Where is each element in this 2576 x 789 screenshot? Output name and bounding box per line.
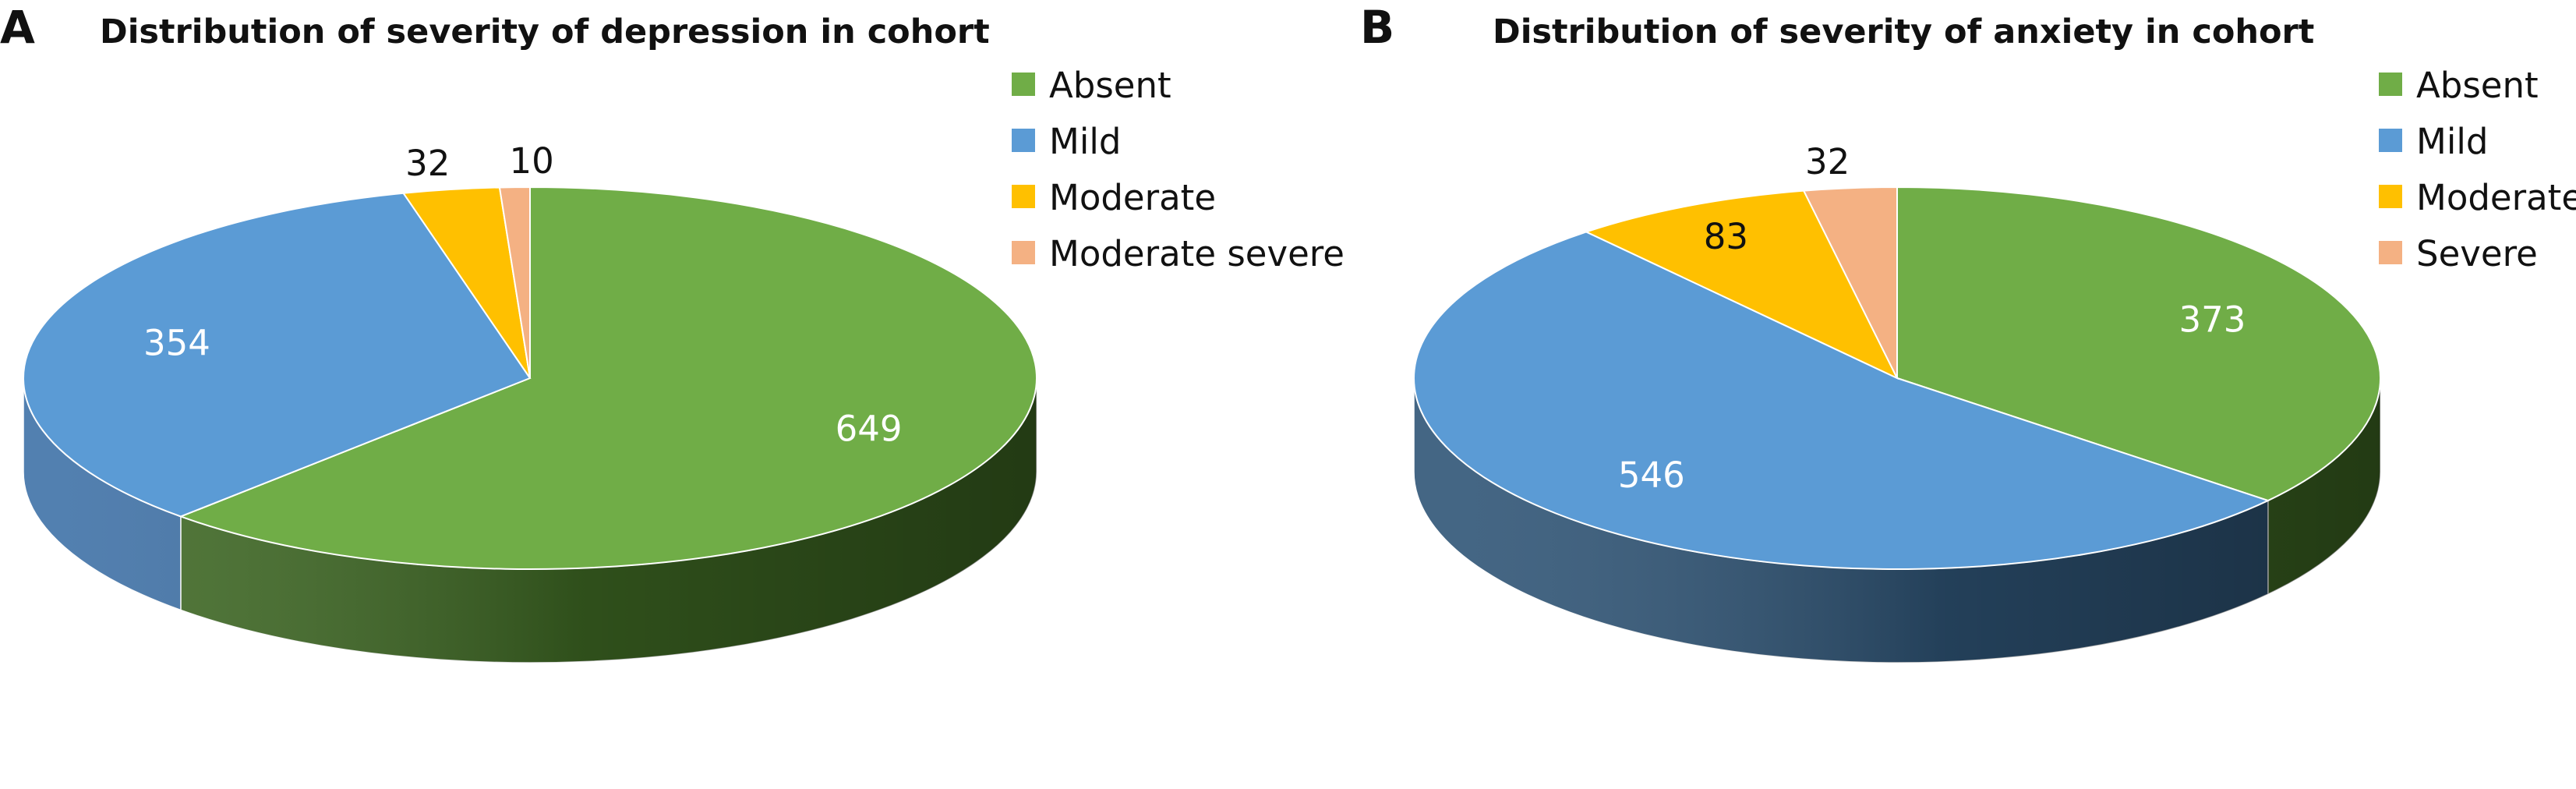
legend-item-moderate: Moderate [1012,177,1216,218]
legend-item-absent: Absent [2379,65,2539,106]
legend-swatch [1012,185,1035,208]
legend-label: Absent [1049,65,1171,106]
legend-label: Moderate severe [1049,233,1345,274]
legend-label: Moderate [2416,177,2576,218]
legend-label: Severe [2416,233,2538,274]
legend-swatch [1012,73,1035,96]
pie-top [1413,186,2381,570]
pie-chart: 649 354 32 10 [23,140,1037,663]
pie-chart: 373 546 83 32 [1413,141,2381,663]
data-label-moderate: 32 [405,143,450,184]
data-label-absent: 373 [2178,299,2246,340]
panel-label: B [1360,1,1394,54]
legend-item-absent: Absent [1012,65,1171,106]
data-label-severe: 32 [1805,141,1850,182]
legend-item-mild: Mild [2379,121,2488,162]
legend-label: Mild [1049,121,1121,162]
data-label-mild: 354 [143,323,210,364]
chart-panel-depression: A Distribution of severity of depression… [0,1,1345,663]
chart-panel-anxiety: B Distribution of severity of anxiety in… [1360,1,2576,663]
chart-title: Distribution of severity of anxiety in c… [1493,12,2314,51]
legend-swatch [1012,129,1035,152]
data-label-moderate: 83 [1704,216,1748,257]
data-labels: 649 354 32 10 [143,140,903,449]
legend: Absent Mild Moderate Severe [2379,65,2576,274]
data-labels: 373 546 83 32 [1618,141,2246,496]
legend: Absent Mild Moderate Moderate severe [1012,65,1345,274]
pie-top [23,186,1037,570]
legend-swatch [2379,73,2402,96]
pie-slice-moderate [1584,189,1899,380]
pie-slice-absent [1896,186,2381,502]
pie-slice-mild [23,192,532,518]
legend-item-mild: Mild [1012,121,1121,162]
legend-label: Moderate [1049,177,1216,218]
legend-label: Mild [2416,121,2488,162]
pie-slice-moderate-severe [498,186,531,379]
legend-item-moderate-severe: Moderate severe [1012,233,1345,274]
data-label-mild: 546 [1618,455,1685,496]
legend-swatch [1012,241,1035,264]
panel-label: A [0,1,35,54]
pie-slice-absent [178,186,1037,570]
legend-item-severe: Severe [2379,233,2538,274]
legend-swatch [2379,129,2402,152]
legend-label: Absent [2416,65,2539,106]
data-label-absent: 649 [836,409,903,450]
pie-slice-severe [1802,186,1898,379]
legend-swatch [2379,185,2402,208]
data-label-moderate-severe: 10 [509,140,553,182]
legend-item-moderate: Moderate [2379,177,2576,218]
chart-title: Distribution of severity of depression i… [100,12,990,51]
pie-slice-mild [1413,231,2270,570]
legend-swatch [2379,241,2402,264]
